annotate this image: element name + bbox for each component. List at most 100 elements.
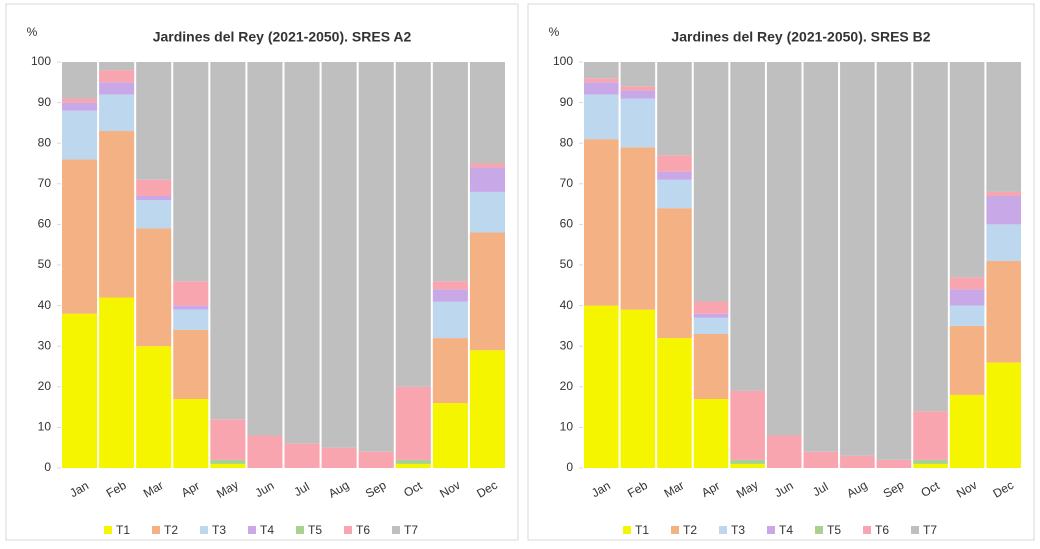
bar-segment: [210, 463, 246, 468]
y-axis-label: %: [27, 25, 38, 39]
bar-segment: [584, 305, 619, 468]
bar-segment: [657, 179, 692, 209]
legend-label: T5: [308, 523, 322, 537]
bar-segment: [949, 394, 985, 468]
bar-segment: [693, 398, 729, 468]
y-tick-label: 80: [560, 135, 574, 149]
bar-segment: [321, 62, 357, 448]
bar-segment: [913, 459, 948, 464]
bar-segment: [173, 62, 209, 282]
legend-label: T3: [731, 523, 745, 537]
legend-label: T7: [404, 523, 418, 537]
bar-segment: [949, 62, 985, 278]
bar-segment: [657, 155, 692, 172]
bar-segment: [210, 459, 246, 464]
bar-segment: [986, 362, 1021, 468]
bar-segment: [693, 334, 729, 399]
legend-swatch: [623, 526, 631, 534]
legend-label: T1: [635, 523, 649, 537]
bar-segment: [395, 62, 431, 387]
legend-label: T3: [212, 523, 226, 537]
legend-swatch: [863, 526, 871, 534]
legend-swatch: [671, 526, 679, 534]
bar-segment: [620, 147, 656, 310]
legend-label: T5: [827, 523, 841, 537]
bar-segment: [284, 443, 320, 468]
bar-segment: [432, 338, 468, 404]
bar-segment: [949, 325, 985, 395]
bar-segment: [620, 98, 656, 148]
bar-segment: [99, 82, 135, 95]
bar-segment: [173, 305, 209, 310]
bar-segment: [913, 463, 948, 468]
bar-segment: [321, 447, 357, 468]
bar-segment: [99, 62, 135, 71]
bar-segment: [432, 403, 468, 468]
bar-segment: [136, 62, 172, 180]
legend-swatch: [344, 526, 352, 534]
bar-segment: [730, 459, 765, 464]
bar-segment: [584, 78, 619, 83]
bar-segment: [693, 317, 729, 335]
bar-segment: [657, 171, 692, 180]
y-tick-label: 100: [31, 54, 51, 68]
chart-panel: Jardines del Rey (2021-2050). SRES B2% 0 1…: [527, 3, 1035, 541]
y-tick-label: 70: [560, 176, 574, 190]
legend-label: T2: [683, 523, 697, 537]
bar-segment: [620, 309, 656, 468]
bar-segment: [432, 301, 468, 339]
bar-segment: [136, 228, 172, 347]
y-tick-label: 0: [44, 460, 51, 474]
y-tick-label: 10: [560, 420, 574, 434]
bar-segment: [136, 200, 172, 229]
x-tick-label: Jul: [291, 479, 311, 499]
bar-segment: [469, 62, 505, 164]
legend-swatch: [719, 526, 727, 534]
bar-segment: [657, 62, 692, 156]
legend-swatch: [104, 526, 112, 534]
legend-label: T7: [923, 523, 937, 537]
bar-segment: [730, 390, 765, 460]
bar-segment: [620, 62, 656, 87]
bar-segment: [136, 195, 172, 201]
bar-segment: [210, 62, 246, 420]
legend-swatch: [248, 526, 256, 534]
bar-segment: [173, 398, 209, 468]
bar-segment: [584, 94, 619, 140]
legend-swatch: [152, 526, 160, 534]
bar-segment: [913, 62, 948, 412]
bar-segment: [136, 346, 172, 468]
bar-segment: [949, 305, 985, 326]
legend-swatch: [911, 526, 919, 534]
y-tick-label: 60: [38, 217, 52, 231]
y-tick-label: 30: [38, 338, 52, 352]
bar-segment: [173, 309, 209, 330]
bar-segment: [949, 277, 985, 290]
bar-segment: [62, 313, 98, 468]
bar-segment: [469, 350, 505, 468]
chart-panel: Jardines del Rey (2021-2050). SRES A2% 0 1…: [5, 3, 519, 541]
legend-label: T1: [116, 523, 130, 537]
y-axis-label: %: [549, 25, 560, 39]
bar-segment: [730, 463, 765, 468]
bar-segment: [99, 94, 135, 132]
bar-segment: [986, 191, 1021, 196]
chart-title: Jardines del Rey (2021-2050). SRES B2: [671, 29, 930, 45]
bar-segment: [986, 195, 1021, 225]
y-tick-label: 80: [38, 135, 52, 149]
bar-segment: [99, 70, 135, 83]
bar-segment: [284, 62, 320, 444]
bar-segment: [395, 459, 431, 464]
y-tick-label: 20: [38, 379, 52, 393]
bar-segment: [469, 191, 505, 233]
bar-segment: [693, 301, 729, 314]
bar-segment: [469, 232, 505, 351]
bar-segment: [173, 329, 209, 399]
bar-segment: [469, 167, 505, 192]
legend-label: T4: [779, 523, 793, 537]
bar-segment: [584, 62, 619, 79]
legend-swatch: [392, 526, 400, 534]
bar-segment: [432, 62, 468, 282]
